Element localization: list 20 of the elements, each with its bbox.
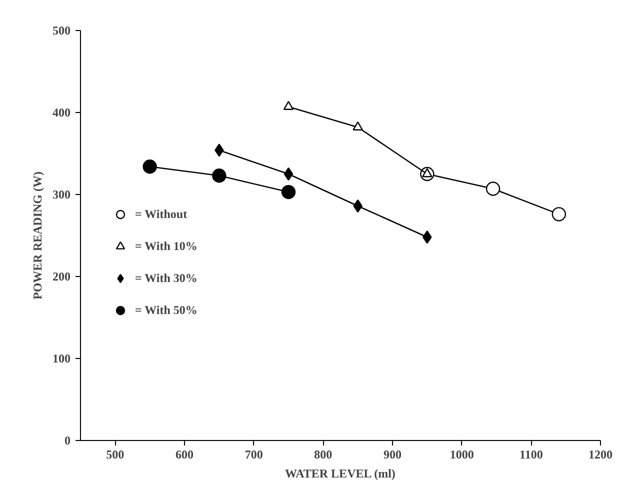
y-tick-label: 400: [52, 106, 70, 120]
legend-label: = With 30%: [135, 270, 198, 286]
legend-label: = With 50%: [135, 302, 198, 318]
x-tick-label: 1200: [588, 448, 612, 462]
x-tick-label: 500: [106, 448, 124, 462]
y-tick-label: 200: [52, 270, 70, 284]
y-tick-label: 500: [52, 24, 70, 38]
x-tick-label: 600: [176, 448, 194, 462]
legend-label: = With 10%: [135, 238, 198, 254]
x-tick-label: 900: [384, 448, 402, 462]
x-tick-label: 700: [244, 448, 263, 462]
legend-label: = Without: [135, 206, 188, 222]
y-tick-label: 100: [52, 352, 70, 366]
y-axis-title: POWER READING (W): [30, 171, 44, 300]
x-tick-label: 800: [314, 448, 332, 462]
x-axis-title: WATER LEVEL (ml): [284, 466, 396, 480]
x-tick-label: 1000: [450, 448, 474, 462]
y-tick-label: 0: [64, 434, 70, 448]
x-tick-label: 1100: [520, 448, 543, 462]
y-tick-label: 300: [52, 188, 70, 202]
